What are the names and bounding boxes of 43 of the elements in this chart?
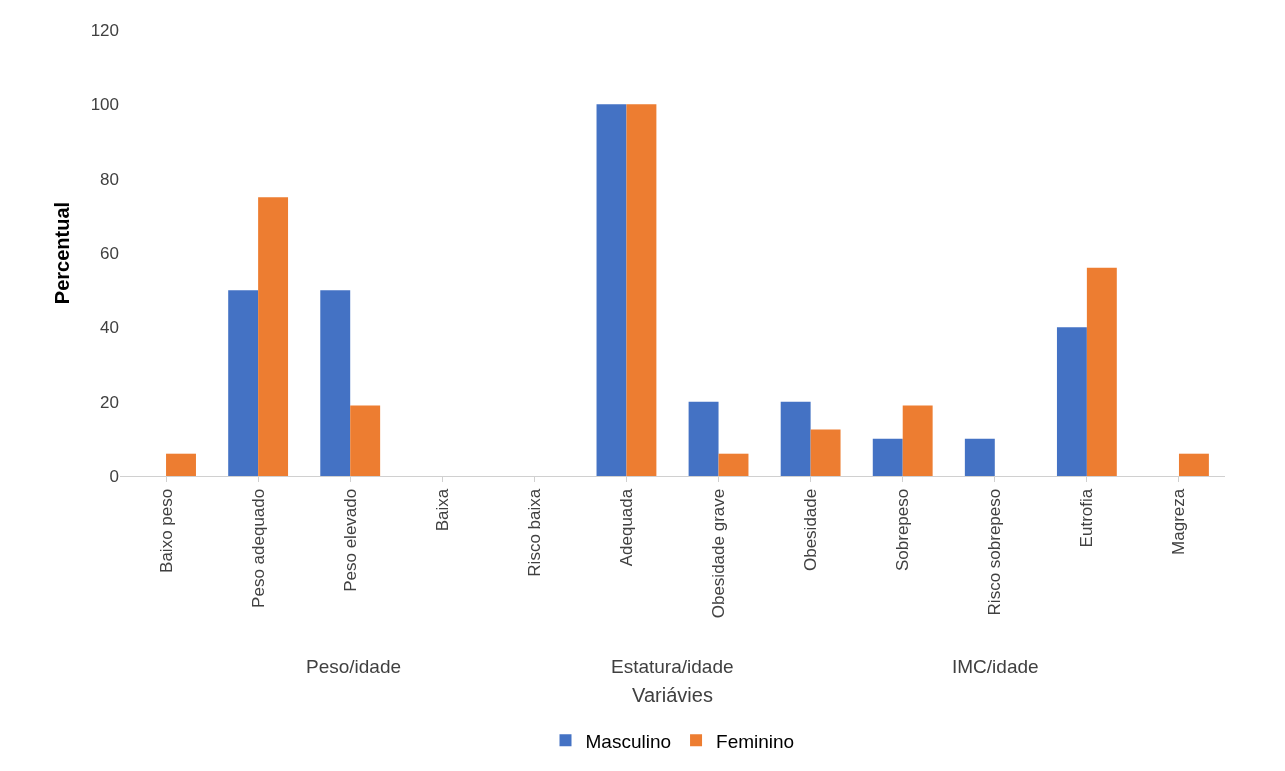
x-tick-label: Eutrofia: [1077, 488, 1097, 548]
x-tick-label: Magreza: [1169, 488, 1189, 555]
y-axis-title: Percentual: [51, 201, 74, 305]
bar: [718, 453, 749, 476]
y-tick-label: 120: [90, 20, 119, 40]
bar: [1178, 453, 1209, 476]
x-tick-label: Obesidade: [801, 488, 821, 572]
x-tick-label: Peso elevado: [340, 488, 360, 592]
x-tick-label: Obesidade grave: [709, 488, 729, 619]
bar: [1056, 327, 1087, 476]
bar: [688, 401, 719, 476]
x-tick-label: Peso adequado: [248, 488, 268, 608]
bar: [810, 429, 841, 476]
y-tick-label: 100: [90, 95, 119, 115]
text: IMC/idade: [952, 656, 1039, 677]
legend-label: Masculino: [585, 730, 672, 752]
x-tick-label: Baixo peso: [156, 488, 176, 573]
y-tick-label: 60: [100, 243, 119, 263]
y-tick-label: 0: [109, 466, 119, 486]
x-tick-label: Baixa: [432, 488, 452, 532]
x-tick-label: Risco sobrepeso: [985, 488, 1005, 616]
bar: [258, 197, 289, 476]
x-axis-title: Variávies: [632, 683, 713, 706]
y-tick-label: 20: [100, 392, 119, 412]
bar: [902, 405, 933, 476]
x-tick-label: Risco baixa: [524, 488, 544, 577]
bar: [964, 438, 995, 476]
bar: [872, 438, 903, 476]
bar: [320, 290, 351, 476]
text: Peso/idade: [306, 656, 402, 677]
bar: [1086, 267, 1117, 476]
bar: [596, 104, 627, 476]
legend-label: Feminino: [716, 730, 795, 752]
y-tick-label: 80: [100, 169, 119, 189]
bar: [626, 104, 657, 476]
bar: [228, 290, 259, 476]
x-tick-label: Adequada: [616, 488, 636, 567]
bar: [780, 401, 811, 476]
x-tick-label: Sobrepeso: [893, 488, 913, 572]
text: Estatura/idade: [611, 656, 734, 677]
bar: [350, 405, 381, 476]
y-tick-label: 40: [100, 318, 119, 338]
bar: [166, 453, 196, 476]
